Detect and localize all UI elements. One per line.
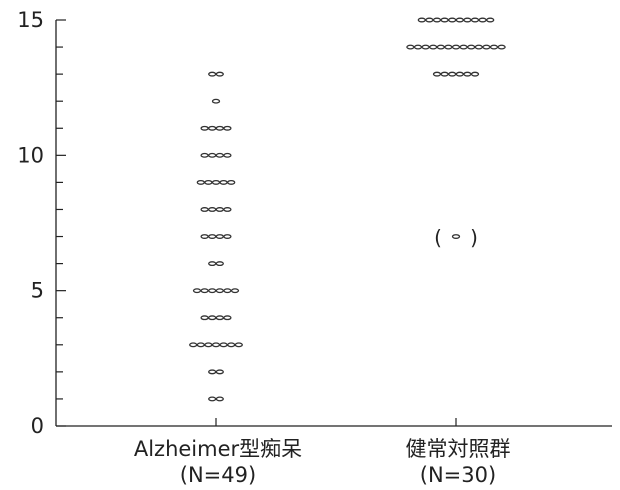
data-point <box>417 17 426 23</box>
data-point <box>406 44 415 50</box>
data-point <box>425 17 434 23</box>
data-point <box>215 234 224 239</box>
data-point <box>497 44 506 50</box>
data-point <box>215 71 224 77</box>
data-point <box>192 288 202 294</box>
data-point <box>219 342 228 348</box>
data-point <box>208 261 217 267</box>
data-point <box>200 234 209 239</box>
data-point <box>470 71 480 77</box>
data-point <box>436 44 445 50</box>
data-point <box>215 369 224 375</box>
y-tick-label: 5 <box>31 279 44 303</box>
data-point <box>200 152 209 158</box>
data-point <box>440 17 449 23</box>
data-point <box>227 342 236 348</box>
data-point <box>227 179 236 185</box>
data-point <box>219 179 228 185</box>
data-point <box>223 207 232 212</box>
data-point <box>200 125 209 131</box>
data-point <box>215 288 224 294</box>
data-point <box>486 17 495 23</box>
data-point <box>474 44 483 50</box>
data-point <box>208 315 217 321</box>
data-point <box>444 44 453 50</box>
data-point <box>440 71 449 77</box>
x-category-n-label: (N=30) <box>420 463 496 487</box>
data-point <box>200 207 209 212</box>
data-point <box>223 152 232 158</box>
data-point <box>211 98 221 104</box>
data-point <box>208 234 217 239</box>
data-point <box>223 234 232 239</box>
data-point <box>467 44 476 50</box>
data-point <box>208 207 217 212</box>
y-ticks: 0 5 10 15 <box>17 8 66 438</box>
data-point <box>223 288 232 294</box>
data-point <box>208 71 217 77</box>
outlier-paren-close: ) <box>470 226 478 250</box>
axes <box>55 20 612 427</box>
data-point <box>215 315 224 321</box>
data-point <box>200 315 209 321</box>
data-point <box>470 17 480 23</box>
data-point <box>223 315 232 321</box>
data-point <box>455 17 464 23</box>
data-point <box>208 288 217 294</box>
data-point <box>189 342 198 348</box>
data-point <box>215 261 224 267</box>
data-point <box>234 342 243 348</box>
y-tick-label: 10 <box>17 143 44 167</box>
data-dots <box>189 17 506 402</box>
data-point <box>448 17 457 23</box>
data-point <box>215 396 224 402</box>
data-point <box>463 71 472 77</box>
data-point <box>429 44 438 50</box>
x-category-label: Alzheimer型痴呆 <box>134 437 302 461</box>
data-point <box>489 44 499 50</box>
x-category-n-label: (N=49) <box>180 463 256 487</box>
data-point <box>455 71 464 77</box>
data-point <box>200 288 209 294</box>
data-point <box>478 17 487 23</box>
data-point <box>208 369 217 375</box>
data-point <box>208 152 217 158</box>
data-point <box>413 44 423 50</box>
data-point <box>211 342 221 348</box>
data-point <box>421 44 430 50</box>
data-point <box>196 342 205 348</box>
data-point <box>204 179 213 185</box>
data-point <box>215 152 224 158</box>
data-point <box>211 179 221 185</box>
x-category-labels: Alzheimer型痴呆(N=49) 健常対照群(N=30) <box>134 418 511 487</box>
data-point <box>448 71 457 77</box>
data-point <box>482 44 491 50</box>
data-point <box>230 288 240 294</box>
data-point <box>204 342 213 348</box>
data-point <box>432 17 442 23</box>
data-point <box>432 71 442 77</box>
data-point <box>451 44 461 50</box>
data-point <box>208 125 217 131</box>
data-point <box>215 207 224 212</box>
data-point <box>196 179 205 185</box>
y-tick-label: 0 <box>31 414 44 438</box>
data-point <box>215 125 224 131</box>
data-point <box>208 396 217 402</box>
annotations: () <box>434 226 478 250</box>
data-point <box>451 234 461 239</box>
data-point <box>463 17 472 23</box>
outlier-paren-open: ( <box>434 226 442 250</box>
data-point <box>223 125 232 131</box>
data-point <box>459 44 468 50</box>
y-tick-label: 15 <box>17 8 44 32</box>
x-category-label: 健常対照群 <box>406 437 511 461</box>
